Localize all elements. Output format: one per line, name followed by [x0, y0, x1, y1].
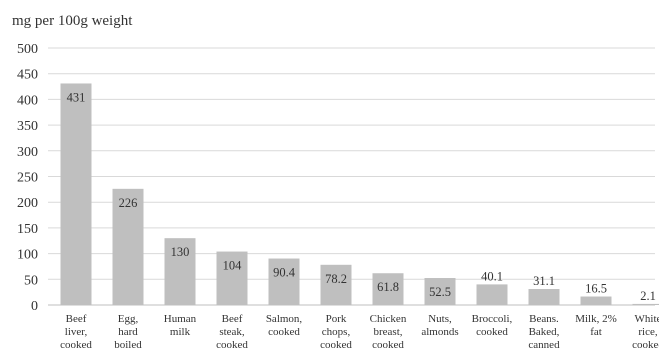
y-tick-label: 300: [17, 145, 38, 160]
category-label: Chicken breast, cooked: [370, 313, 407, 351]
y-tick-label: 500: [17, 42, 38, 57]
category-label-line: steak,: [219, 326, 245, 338]
y-axis-title: mg per 100g weight: [12, 13, 133, 29]
y-tick-labels: 0 50 100 150 200 250 300 350 400 450 500: [17, 42, 38, 314]
category-label-line: Baked,: [529, 326, 560, 338]
data-label: 431: [67, 90, 86, 104]
data-label: 90.4: [273, 266, 296, 280]
category-label-line: Beef: [222, 313, 243, 325]
y-tick-label: 350: [17, 119, 38, 134]
category-label-line: Pork: [326, 313, 347, 325]
category-label: Salmon, cooked: [266, 313, 303, 338]
bar: [216, 251, 248, 305]
y-tick-label: 150: [17, 222, 38, 237]
data-label: 78.2: [325, 272, 347, 286]
bars: [60, 83, 659, 305]
bar: [528, 289, 560, 305]
y-tick-label: 400: [17, 93, 38, 108]
bar: [60, 83, 92, 305]
bar: [268, 258, 300, 305]
category-label-line: cooked: [268, 326, 300, 338]
category-label-line: cooked: [476, 326, 508, 338]
category-label-line: cooked: [60, 339, 92, 351]
category-label-line: cooked: [632, 339, 659, 351]
bar: [476, 284, 508, 305]
data-label: 40.1: [481, 269, 503, 283]
data-label: 226: [119, 196, 138, 210]
category-label-line: liver,: [65, 326, 88, 338]
category-label: Beef liver, cooked: [60, 313, 92, 351]
category-label-line: cooked: [320, 339, 352, 351]
category-label-line: breast,: [373, 326, 402, 338]
category-label-line: cooked: [216, 339, 248, 351]
y-tick-label: 50: [24, 273, 38, 288]
bar: [580, 296, 612, 305]
category-label-line: chops,: [322, 326, 351, 338]
category-label-line: fat: [590, 326, 602, 338]
category-label-line: Beef: [66, 313, 87, 325]
category-label-line: canned: [528, 339, 560, 351]
category-label-line: Beans.: [529, 313, 559, 325]
category-label-line: Broccoli,: [472, 313, 513, 325]
bar: [320, 264, 352, 305]
category-label-line: Salmon,: [266, 313, 303, 325]
data-labels: 431 226 130 104 90.4 78.2 61.8 52.5 40.1 31.1 16.5…: [67, 90, 656, 302]
category-label-line: cooked: [372, 339, 404, 351]
data-label: 104: [223, 259, 243, 273]
category-label-line: almonds: [421, 326, 458, 338]
y-tick-label: 0: [31, 299, 38, 314]
y-tick-label: 100: [17, 248, 38, 263]
bar: [372, 273, 404, 305]
bar: [632, 303, 659, 305]
category-label-line: Human: [164, 313, 197, 325]
category-label: Broccoli, cooked: [472, 313, 513, 338]
category-label: Egg, hard boiled: [114, 313, 142, 351]
category-label: Pork chops, cooked: [320, 313, 352, 351]
data-label: 61.8: [377, 280, 399, 294]
y-tick-label: 450: [17, 68, 38, 83]
category-label-line: hard: [118, 326, 138, 338]
data-label: 31.1: [533, 274, 555, 288]
category-label-line: Milk, 2%: [575, 313, 617, 325]
category-label-line: White: [635, 313, 659, 325]
category-label-line: Nuts,: [428, 313, 452, 325]
gridlines: [48, 47, 655, 306]
y-tick-label: 200: [17, 196, 38, 211]
category-label-line: Chicken: [370, 313, 407, 325]
data-label: 130: [171, 245, 190, 259]
y-tick-label: 250: [17, 171, 38, 186]
category-label-line: boiled: [114, 339, 142, 351]
category-label: Beans. Baked, canned: [528, 313, 560, 351]
data-label: 16.5: [585, 282, 607, 296]
category-label-line: rice,: [638, 326, 657, 338]
bar: [424, 278, 456, 305]
data-label: 52.5: [429, 285, 451, 299]
category-label: Nuts, almonds: [421, 313, 458, 338]
category-label: Beef steak, cooked: [216, 313, 248, 351]
data-label: 2.1: [640, 289, 656, 303]
category-label-line: milk: [170, 326, 191, 338]
bar: [112, 188, 144, 305]
category-label-line: Egg,: [118, 313, 139, 325]
bar: [164, 238, 196, 305]
category-label: Human milk: [164, 313, 197, 338]
category-label: Milk, 2% fat: [575, 313, 617, 338]
